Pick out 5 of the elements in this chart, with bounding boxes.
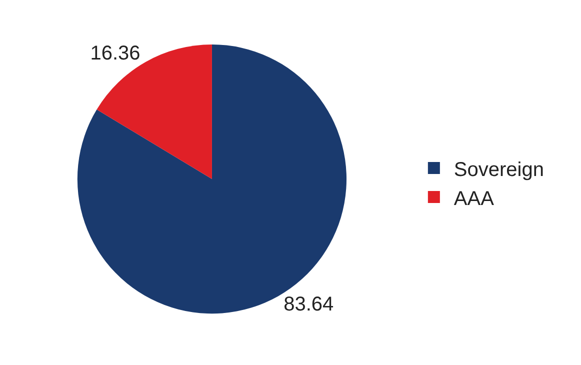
legend-label: Sovereign xyxy=(454,158,544,181)
data-label: 16.36 xyxy=(90,42,140,65)
data-label: 83.64 xyxy=(284,294,334,316)
legend-label: AAA xyxy=(454,188,495,210)
pie-slice xyxy=(77,44,346,314)
